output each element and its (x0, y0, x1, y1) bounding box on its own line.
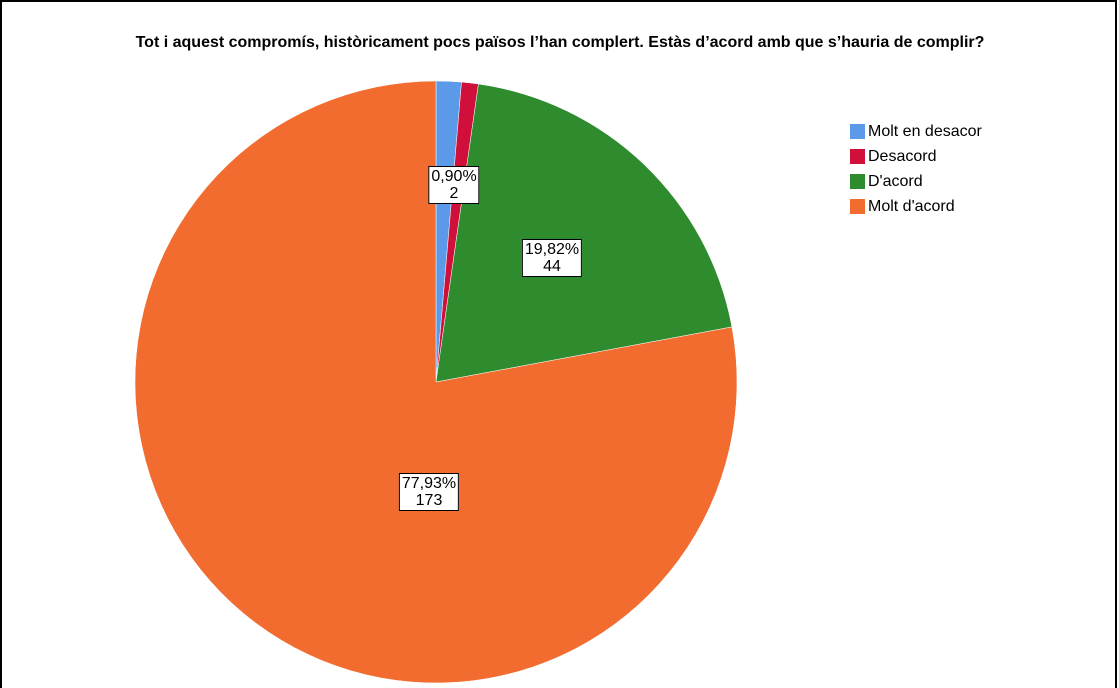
legend-swatch (850, 199, 865, 214)
data-label-percent: 19,82% (524, 241, 580, 258)
legend-item-2: D'acord (850, 169, 982, 194)
legend-item-0: Molt en desacor (850, 119, 982, 144)
legend-label: Molt en desacor (868, 122, 982, 140)
pie-slice-2 (435, 83, 733, 383)
legend-swatch (850, 149, 865, 164)
legend-item-1: Desacord (850, 144, 982, 169)
legend: Molt en desacor Desacord D'acord Molt d'aco… (850, 119, 982, 219)
data-label-count: 44 (543, 258, 561, 275)
legend-label: Desacord (868, 147, 937, 165)
data-label-percent: 77,93% (401, 475, 457, 492)
data-label-1: 0,90% 2 (428, 166, 480, 204)
legend-item-3: Molt d'acord (850, 194, 982, 219)
data-label-count: 173 (415, 492, 443, 509)
legend-swatch (850, 174, 865, 189)
data-label-count: 2 (449, 185, 459, 202)
legend-label: Molt d'acord (868, 197, 955, 215)
data-label-percent: 0,90% (431, 168, 477, 185)
legend-label: D'acord (868, 172, 923, 190)
chart-title: Tot i aquest compromís, històricament po… (135, 34, 985, 51)
data-label-3: 77,93% 173 (398, 473, 460, 511)
data-label-2: 19,82% 44 (521, 239, 583, 277)
pie-slice-3 (134, 80, 738, 684)
legend-swatch (850, 124, 865, 139)
